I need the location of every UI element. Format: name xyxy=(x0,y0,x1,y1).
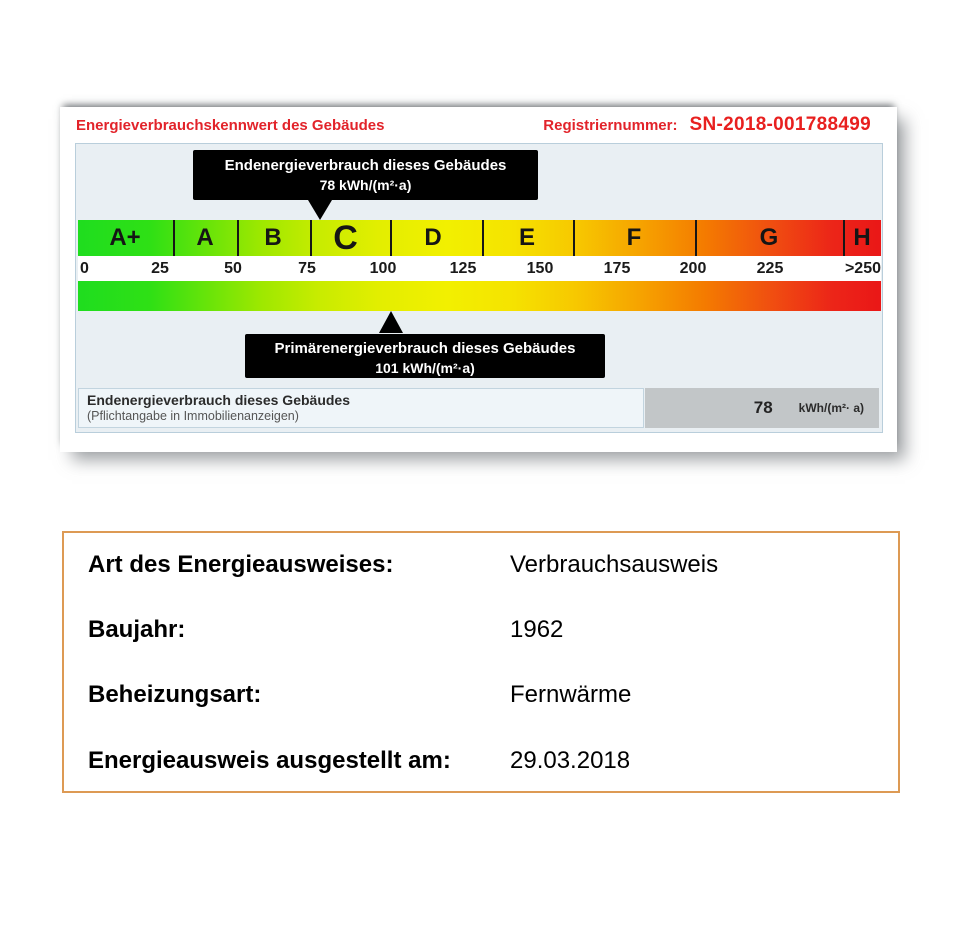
end-energy-callout: Endenergieverbrauch dieses Gebäudes 78 k… xyxy=(193,150,538,200)
class-divider xyxy=(843,220,845,256)
tick-75: 75 xyxy=(298,260,316,277)
tick-25: 25 xyxy=(151,260,169,277)
class-divider xyxy=(173,220,175,256)
class-divider xyxy=(482,220,484,256)
class-label-e: E xyxy=(518,224,535,251)
footer-title: Endenergieverbrauch dieses Gebäudes xyxy=(87,392,350,408)
info-row-construction-year: Baujahr: 1962 xyxy=(64,610,898,650)
tick-150: 150 xyxy=(526,260,554,277)
class-divider xyxy=(237,220,239,256)
footer-value-cell: 78 kWh/(m²· a) xyxy=(645,388,879,428)
info-label: Energieausweis ausgestellt am: xyxy=(88,747,451,774)
footer-subtitle: (Pflichtangabe in Immobilienanzeigen) xyxy=(87,409,299,423)
info-value: 1962 xyxy=(510,616,564,643)
info-row-certificate-type: Art des Energieausweises: Verbrauchsausw… xyxy=(64,545,898,585)
class-label-h: H xyxy=(853,224,871,251)
info-value: Verbrauchsausweis xyxy=(510,551,719,578)
end-energy-marker-arrow-icon xyxy=(308,200,332,220)
tick-175: 175 xyxy=(603,260,631,277)
class-divider xyxy=(573,220,575,256)
card-header: Energieverbrauchskennwert des Gebäudes R… xyxy=(76,114,871,138)
info-value: 29.03.2018 xyxy=(510,747,631,774)
class-label-a-plus: A+ xyxy=(109,224,141,251)
footer-value: 78 xyxy=(753,398,773,417)
info-label: Baujahr: xyxy=(88,616,186,643)
end-energy-callout-title: Endenergieverbrauch dieses Gebäudes xyxy=(224,157,507,174)
class-label-f: F xyxy=(626,224,642,251)
class-label-c-current: C xyxy=(333,219,358,257)
class-label-g: G xyxy=(759,224,779,251)
registry-number: SN-2018-001788499 xyxy=(689,114,871,135)
footer-unit: kWh/(m²· a) xyxy=(798,401,864,415)
primary-energy-callout-title: Primärenergieverbrauch dieses Gebäudes xyxy=(274,340,576,357)
primary-energy-marker-arrow-icon xyxy=(379,311,403,333)
scale-area: A+ A B C D E F G H 0 25 50 75 100 125 xyxy=(78,220,881,311)
tick-0: 0 xyxy=(80,260,89,277)
registry: Registriernummer: SN-2018-001788499 xyxy=(543,114,871,136)
class-divider xyxy=(310,220,312,256)
primary-energy-callout-value: 101 kWh/(m²·a) xyxy=(375,360,475,376)
info-label: Beheizungsart: xyxy=(88,681,262,708)
footer-label-cell: Endenergieverbrauch dieses Gebäudes (Pfl… xyxy=(78,388,644,428)
registry-label: Registriernummer: xyxy=(543,117,678,134)
tick-225: 225 xyxy=(756,260,784,277)
tick-125: 125 xyxy=(449,260,477,277)
info-box: Art des Energieausweises: Verbrauchsausw… xyxy=(62,531,900,793)
scale-panel: Endenergieverbrauch dieses Gebäudes 78 k… xyxy=(75,143,883,433)
footer-row: Endenergieverbrauch dieses Gebäudes (Pfl… xyxy=(78,388,879,428)
certificate-card: Energieverbrauchskennwert des Gebäudes R… xyxy=(60,107,897,452)
tick-gt250: >250 xyxy=(844,260,881,277)
info-label: Art des Energieausweises: xyxy=(88,551,394,578)
info-row-issue-date: Energieausweis ausgestellt am: 29.03.201… xyxy=(64,741,898,781)
tick-200: 200 xyxy=(679,260,707,277)
class-bar: A+ A B C D E F G H xyxy=(78,220,881,256)
class-label-b: B xyxy=(264,224,282,251)
class-divider xyxy=(695,220,697,256)
end-energy-callout-value: 78 kWh/(m²·a) xyxy=(319,177,412,193)
tick-strip: 0 25 50 75 100 125 150 175 200 225 >250 xyxy=(78,256,881,281)
class-label-d: D xyxy=(424,224,442,251)
class-divider xyxy=(390,220,392,256)
gradient-bar xyxy=(78,281,881,311)
class-label-a: A xyxy=(196,224,214,251)
info-value: Fernwärme xyxy=(510,681,632,708)
tick-50: 50 xyxy=(224,260,242,277)
tick-100: 100 xyxy=(369,260,397,277)
info-row-heating-type: Beheizungsart: Fernwärme xyxy=(64,675,898,715)
card-title: Energieverbrauchskennwert des Gebäudes xyxy=(76,117,385,134)
primary-energy-callout: Primärenergieverbrauch dieses Gebäudes 1… xyxy=(245,334,605,378)
